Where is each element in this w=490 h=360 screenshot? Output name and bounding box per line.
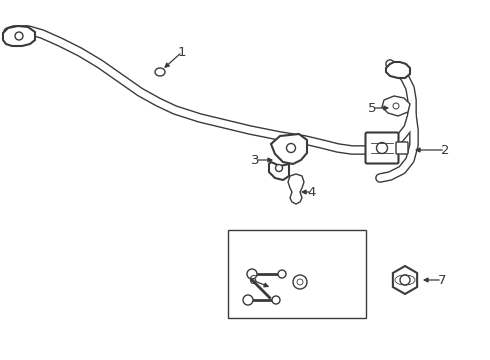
Ellipse shape — [376, 143, 388, 153]
Ellipse shape — [275, 165, 283, 171]
Polygon shape — [271, 134, 307, 164]
Text: 2: 2 — [441, 144, 449, 157]
Text: 6: 6 — [248, 274, 256, 287]
Ellipse shape — [297, 279, 303, 285]
Ellipse shape — [278, 270, 286, 278]
Ellipse shape — [400, 275, 410, 285]
Ellipse shape — [155, 68, 165, 76]
Ellipse shape — [287, 144, 295, 153]
FancyBboxPatch shape — [396, 142, 408, 154]
Polygon shape — [386, 62, 410, 78]
FancyBboxPatch shape — [366, 132, 398, 163]
Polygon shape — [288, 174, 304, 204]
Ellipse shape — [272, 296, 280, 304]
Text: 4: 4 — [308, 185, 316, 198]
Text: 3: 3 — [251, 153, 259, 166]
Ellipse shape — [243, 295, 253, 305]
Text: 1: 1 — [178, 45, 186, 58]
Polygon shape — [269, 162, 289, 180]
Text: 7: 7 — [438, 274, 446, 287]
Polygon shape — [3, 26, 35, 46]
Text: 5: 5 — [368, 102, 376, 114]
Polygon shape — [382, 96, 410, 116]
Ellipse shape — [293, 275, 307, 289]
Ellipse shape — [247, 269, 257, 279]
Polygon shape — [393, 266, 417, 294]
Bar — [228, 230, 366, 318]
